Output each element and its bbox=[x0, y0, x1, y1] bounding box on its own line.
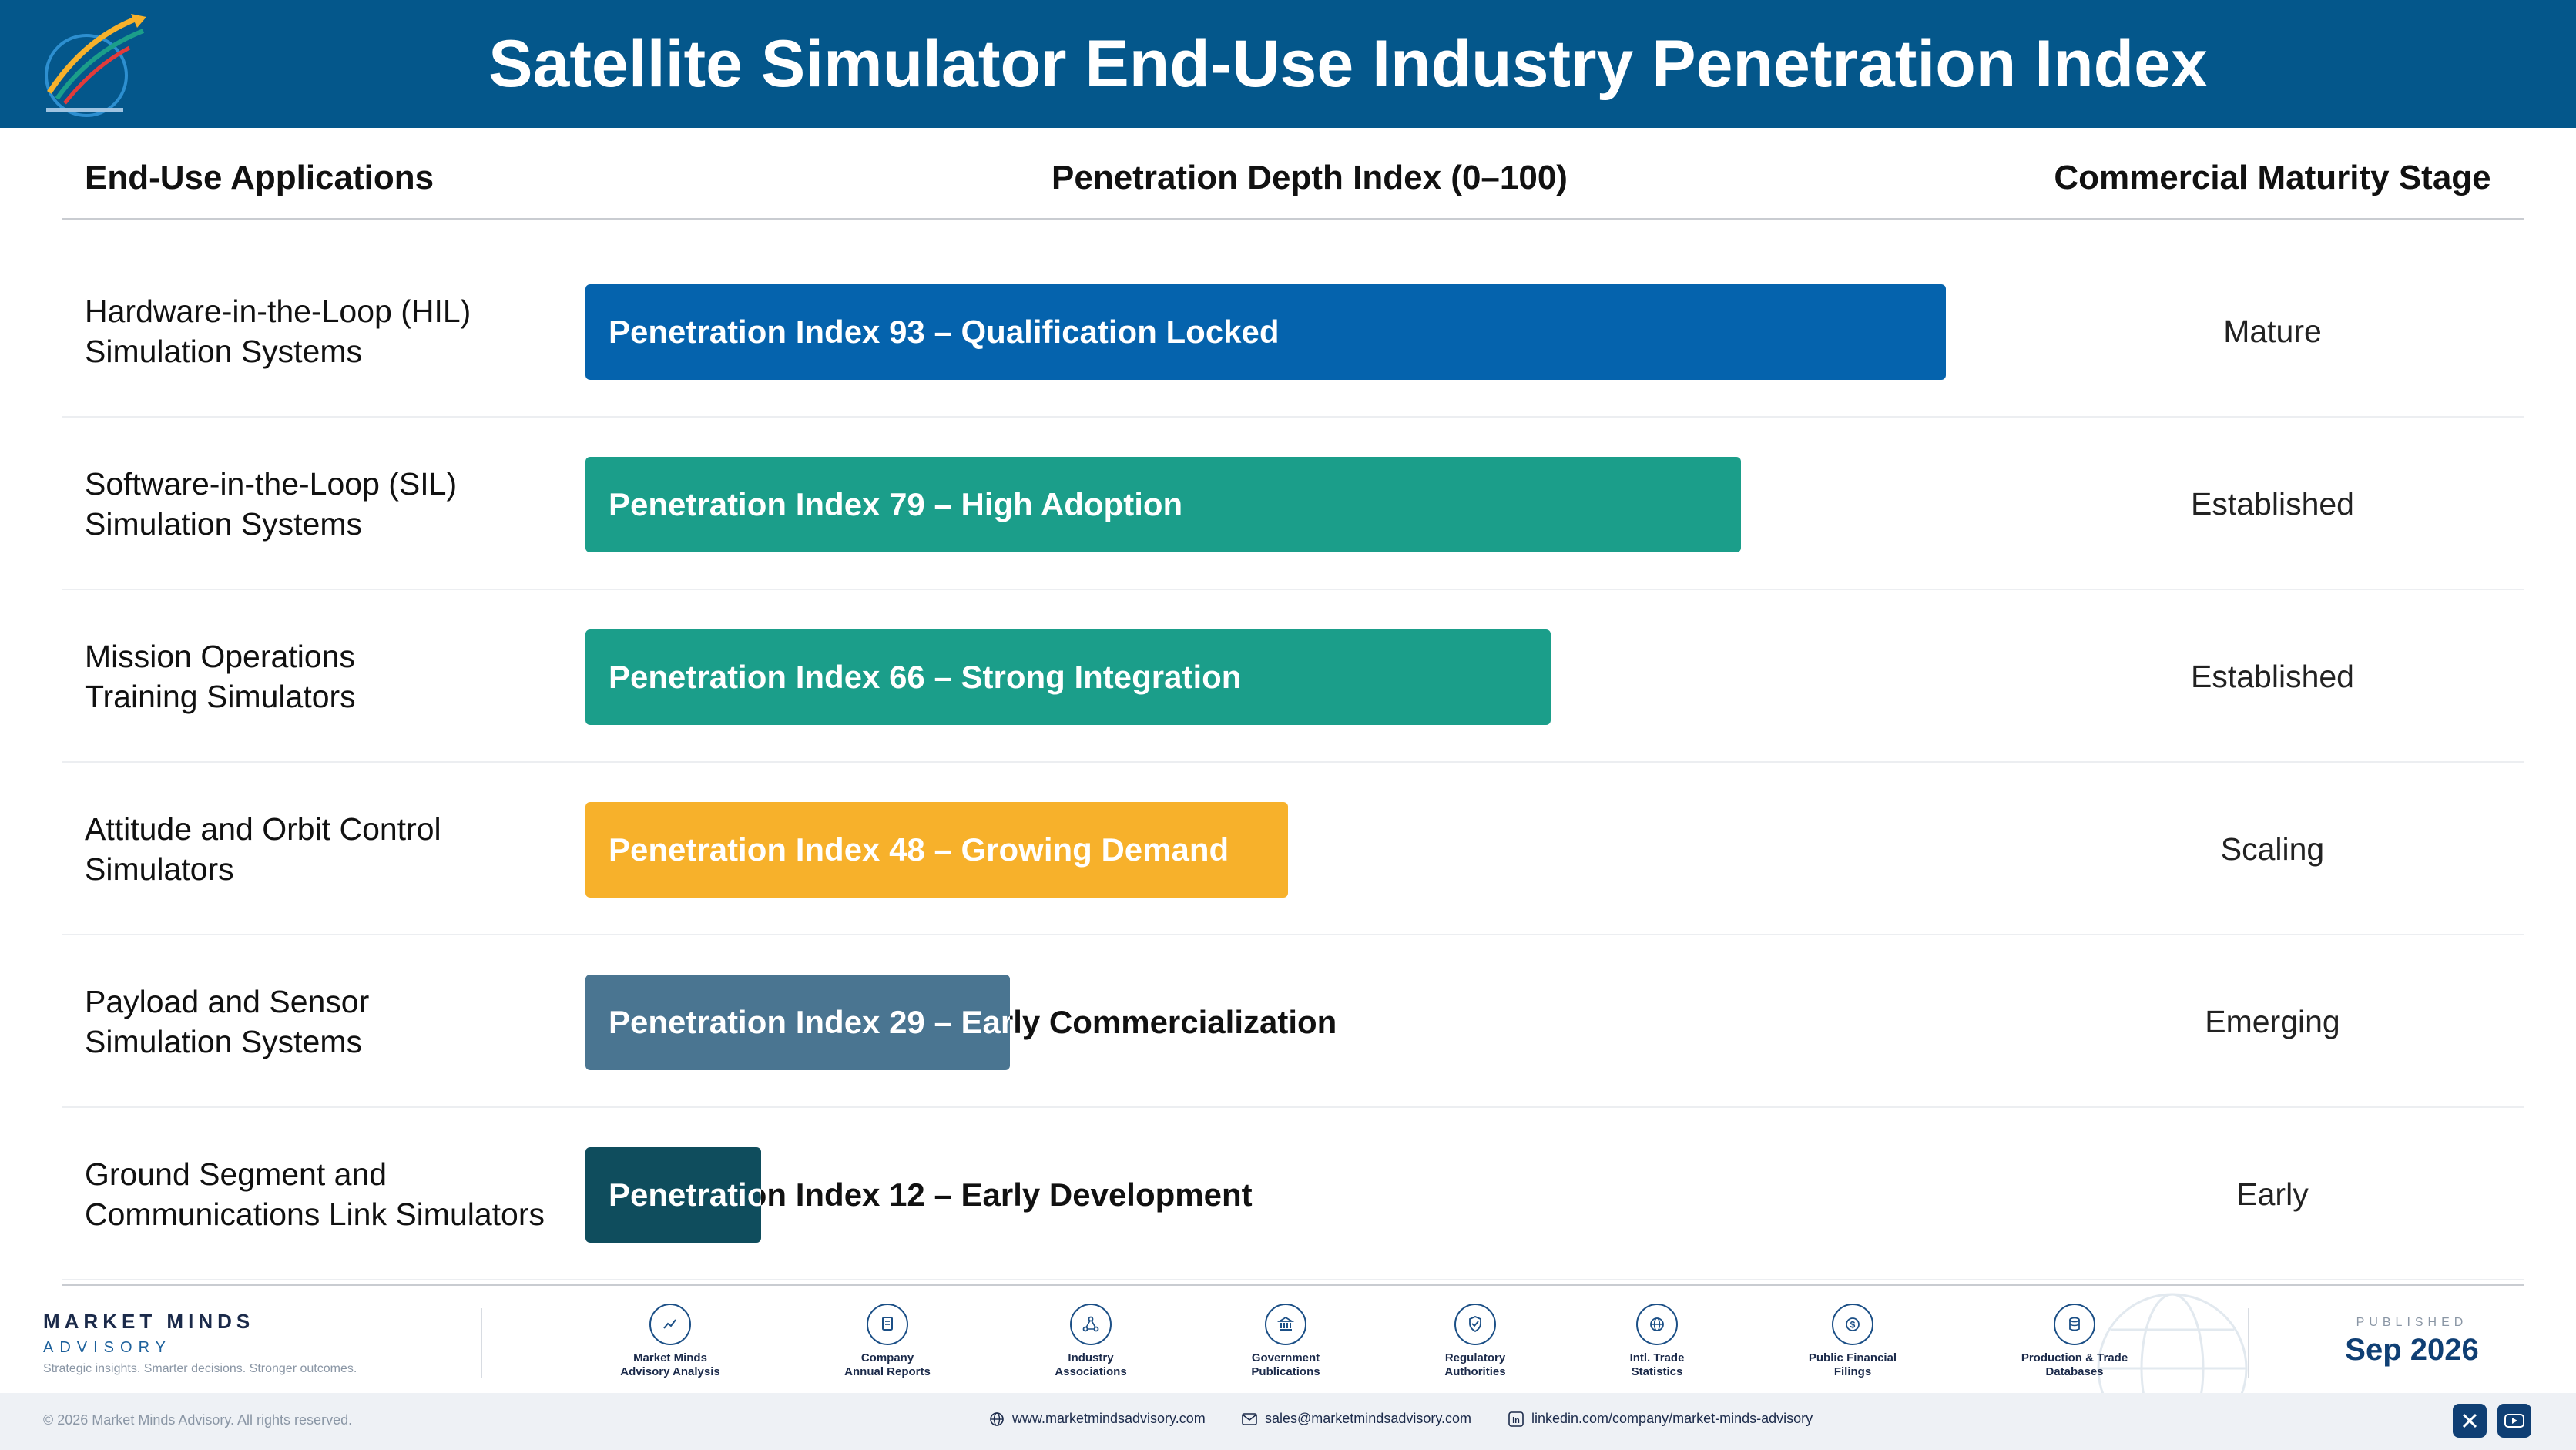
globe-icon bbox=[1636, 1304, 1678, 1345]
application-label: Hardware-in-the-Loop (HIL) Simulation Sy… bbox=[85, 294, 471, 369]
bar-label: Penetration Index 79 – High Adoption bbox=[609, 457, 1182, 552]
bottom-bar bbox=[0, 1393, 2576, 1450]
chart-row: Payload and Sensor Simulation Systems Pen… bbox=[0, 935, 2576, 1108]
shield-check-icon bbox=[1454, 1304, 1496, 1345]
row-divider bbox=[62, 934, 2524, 935]
chart-row: Hardware-in-the-Loop (HIL) Simulation Sy… bbox=[0, 245, 2576, 418]
source-item: Market Minds Advisory Analysis bbox=[585, 1304, 755, 1379]
email-link[interactable]: sales@marketmindsadvisory.com bbox=[1242, 1411, 1471, 1427]
website-link[interactable]: www.marketmindsadvisory.com bbox=[989, 1411, 1206, 1427]
chart-row: Attitude and Orbit Control Simulators Pen… bbox=[0, 763, 2576, 935]
globe-icon bbox=[990, 1411, 1004, 1426]
row-divider bbox=[62, 761, 2524, 763]
application-label: Ground Segment and Communications Link S… bbox=[85, 1156, 545, 1232]
bar-label: Penetration Index 29 – Early Commerciali… bbox=[609, 975, 1337, 1070]
row-divider bbox=[62, 589, 2524, 590]
index-bar bbox=[585, 802, 1288, 898]
mail-icon bbox=[1242, 1412, 1257, 1425]
published-label: PUBLISHED bbox=[2356, 1316, 2468, 1329]
source-item: Government Publications bbox=[1201, 1304, 1370, 1379]
source-label: Intl. Trade Statistics bbox=[1629, 1351, 1685, 1378]
source-label: Public Financial Filings bbox=[1808, 1351, 1897, 1378]
source-item: $ Public Financial Filings bbox=[1768, 1304, 1937, 1379]
linkedin-link[interactable]: in linkedin.com/company/market-minds-adv… bbox=[1508, 1411, 1813, 1427]
database-icon bbox=[2054, 1304, 2095, 1345]
trend-chart-icon bbox=[649, 1304, 691, 1345]
source-label: Government Publications bbox=[1251, 1351, 1320, 1378]
source-item: Intl. Trade Statistics bbox=[1572, 1304, 1742, 1379]
bar-label: Penetration Index 93 – Qualification Loc… bbox=[609, 284, 1280, 380]
youtube-social-button[interactable] bbox=[2497, 1404, 2531, 1438]
row-divider bbox=[62, 1279, 2524, 1280]
svg-text:$: $ bbox=[1850, 1320, 1856, 1331]
application-label: Mission Operations Training Simulators bbox=[85, 639, 356, 714]
document-icon bbox=[867, 1304, 908, 1345]
brand-name: MARKET MINDS bbox=[43, 1310, 255, 1333]
row-divider bbox=[62, 1106, 2524, 1108]
maturity-stage: Mature bbox=[2223, 314, 2322, 349]
source-item: Production & Trade Databases bbox=[1990, 1304, 2159, 1379]
index-bar bbox=[585, 975, 1010, 1070]
column-header-applications: End-Use Applications bbox=[85, 159, 434, 196]
source-label: Regulatory Authorities bbox=[1444, 1351, 1506, 1378]
index-bar bbox=[585, 284, 1946, 380]
chart-row: Mission Operations Training Simulators Pe… bbox=[0, 590, 2576, 763]
chart-row: Software-in-the-Loop (SIL) Simulation Sy… bbox=[0, 418, 2576, 590]
dollar-coin-icon: $ bbox=[1832, 1304, 1873, 1345]
source-label: Market Minds Advisory Analysis bbox=[620, 1351, 720, 1378]
website-text: www.marketmindsadvisory.com bbox=[1012, 1411, 1206, 1426]
source-label: Company Annual Reports bbox=[844, 1351, 931, 1378]
svg-text:in: in bbox=[1512, 1416, 1520, 1425]
maturity-stage: Established bbox=[2191, 486, 2354, 522]
brand-subtitle: ADVISORY bbox=[43, 1339, 172, 1356]
footer-separator bbox=[481, 1308, 482, 1378]
x-logo-icon bbox=[2462, 1413, 2477, 1428]
company-logo-icon bbox=[45, 14, 146, 117]
globe-watermark-icon bbox=[2097, 1293, 2248, 1407]
index-bar bbox=[585, 457, 1741, 552]
government-building-icon bbox=[1265, 1304, 1306, 1345]
column-header-index: Penetration Depth Index (0–100) bbox=[1052, 159, 1568, 196]
maturity-stage: Emerging bbox=[2205, 1004, 2340, 1039]
column-header-stage: Commercial Maturity Stage bbox=[2054, 159, 2491, 196]
header-banner: Satellite Simulator End-Use Industry Pen… bbox=[0, 0, 2576, 128]
maturity-stage: Established bbox=[2191, 659, 2354, 694]
source-item: Company Annual Reports bbox=[803, 1304, 972, 1379]
index-bar bbox=[585, 1147, 761, 1243]
source-label: Industry Associations bbox=[1055, 1351, 1127, 1378]
youtube-icon bbox=[2504, 1414, 2524, 1428]
header-divider bbox=[62, 218, 2524, 220]
maturity-stage: Early bbox=[2236, 1176, 2309, 1212]
linkedin-icon: in bbox=[1508, 1411, 1524, 1427]
brand-tagline: Strategic insights. Smarter decisions. S… bbox=[43, 1362, 357, 1375]
x-social-button[interactable] bbox=[2453, 1404, 2487, 1438]
application-label: Payload and Sensor Simulation Systems bbox=[85, 984, 370, 1059]
copyright-text: © 2026 Market Minds Advisory. All rights… bbox=[43, 1412, 353, 1428]
index-bar bbox=[585, 629, 1551, 725]
source-label: Production & Trade Databases bbox=[2021, 1351, 2128, 1378]
footer-separator bbox=[2248, 1308, 2249, 1378]
row-divider bbox=[62, 416, 2524, 418]
linkedin-text: linkedin.com/company/market-minds-adviso… bbox=[1531, 1411, 1813, 1426]
application-label: Software-in-the-Loop (SIL) Simulation Sy… bbox=[85, 466, 458, 542]
bar-label: Penetration Index 48 – Growing Demand bbox=[609, 802, 1229, 898]
published-date: Sep 2026 bbox=[2345, 1333, 2479, 1367]
application-label: Attitude and Orbit Control Simulators bbox=[85, 811, 441, 887]
chart-row: Ground Segment and Communications Link S… bbox=[0, 1108, 2576, 1280]
maturity-stage: Scaling bbox=[2220, 831, 2325, 867]
bar-label: Penetration Index 66 – Strong Integratio… bbox=[609, 629, 1241, 725]
bar-label: Penetration Index 12 – Early Development bbox=[609, 1147, 1253, 1243]
source-item: Industry Associations bbox=[1006, 1304, 1176, 1379]
email-text: sales@marketmindsadvisory.com bbox=[1265, 1411, 1472, 1426]
page-title: Satellite Simulator End-Use Industry Pen… bbox=[488, 27, 2208, 101]
source-item: Regulatory Authorities bbox=[1390, 1304, 1560, 1379]
footer-divider bbox=[62, 1284, 2524, 1286]
network-icon bbox=[1070, 1304, 1112, 1345]
